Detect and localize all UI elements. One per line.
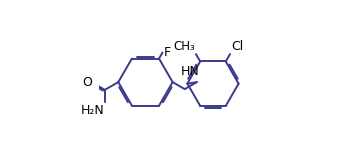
Text: H₂N: H₂N xyxy=(80,104,104,117)
Text: Cl: Cl xyxy=(231,40,243,53)
Text: F: F xyxy=(163,46,170,59)
Text: CH₃: CH₃ xyxy=(173,40,195,53)
Text: O: O xyxy=(82,76,92,89)
Text: HN: HN xyxy=(180,65,199,78)
